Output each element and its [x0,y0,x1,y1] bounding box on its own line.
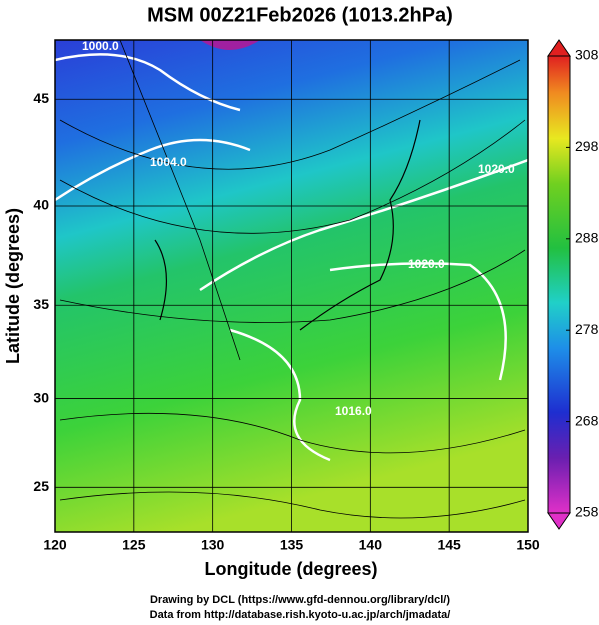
y-tick-label: 45 [33,90,49,106]
x-tick-label: 150 [516,537,540,553]
y-tick-label: 25 [33,478,49,494]
y-tick-label: 40 [33,197,49,213]
credit: Data from http://database.rish.kyoto-u.a… [150,609,451,621]
y-tick-label: 30 [33,389,49,405]
y-tick-label: 35 [33,296,49,312]
x-tick-label: 145 [437,537,461,553]
x-tick-label: 135 [280,537,304,553]
x-tick-label: 140 [359,537,383,553]
isobars [55,53,528,462]
x-tick-label: 125 [122,537,146,553]
colorbar-tick-label: 298 [575,138,599,154]
contour-label: 1020.0 [478,162,515,176]
credit: Drawing by DCL (https://www.gfd-dennou.o… [150,594,450,606]
colorbar-tick-label: 308 [575,47,599,63]
contour-label: 1000.0 [82,39,119,53]
colorbar-max-arrow [547,39,571,57]
y-axis-label: Latitude (degrees) [3,208,23,364]
map-title: MSM 00Z21Feb2026 (1013.2hPa) [147,4,453,26]
cold-core [200,40,260,50]
contour-label: 1004.0 [150,155,187,169]
plot-frame [54,39,529,533]
colorbar-tick-label: 278 [575,321,599,337]
colorbar [547,55,571,514]
contour-label: 1016.0 [335,404,372,418]
colorbar-tick-label: 268 [575,412,599,428]
x-tick-label: 120 [43,537,67,553]
contour-label: 1020.0 [408,257,445,271]
colorbar-min-arrow [547,512,571,530]
x-tick-label: 130 [201,537,225,553]
coastlines [154,119,421,331]
colorbar-tick-label: 258 [575,504,599,520]
colorbar-tick-label: 288 [575,230,599,246]
x-axis-label: Longitude (degrees) [204,559,377,579]
